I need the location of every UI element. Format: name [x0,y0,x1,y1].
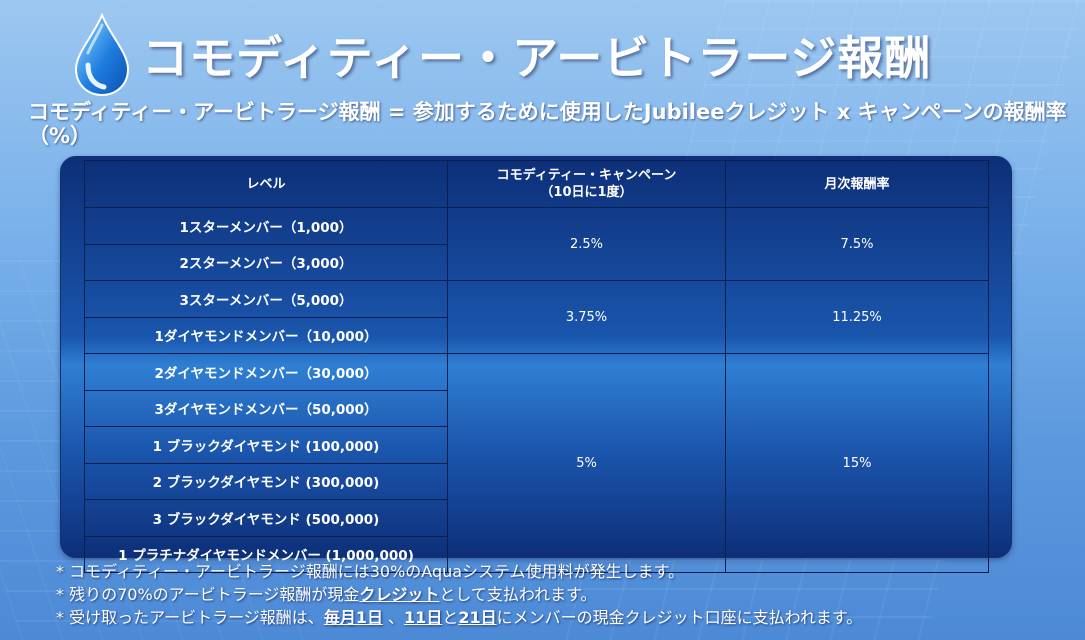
footnote-sep-2: と [442,608,459,627]
footnote-cash-credit-prefix: * 残りの70%のアービトラージ報酬が現金 [56,585,360,604]
footnote-day-21: 21日 [458,608,497,627]
header-campaign: コモディティー・キャンペーン （10日に1度） [447,160,726,208]
monthly-rate-cell: 15% [725,353,989,573]
footnote-payment-suffix: にメンバーの現金クレジット口座に支払われます。 [496,608,863,627]
level-cell: 2 ブラックダイヤモンド (300,000) [84,462,448,500]
reward-formula: コモディティー・アービトラージ報酬 = 参加するために使用したJubileeクレ… [28,100,1067,148]
footnote-payment-prefix: * 受け取ったアービトラージ報酬は、 [56,608,324,627]
footnote-fee: * コモディティー・アービトラージ報酬には30%のAquaシステム使用料が発生し… [56,562,684,581]
footnote-day-11: 11日 [404,608,443,627]
campaign-rate-cell: 3.75% [447,280,726,354]
table-row: 1スターメンバー（1,000） 2.5% 7.5% [84,207,989,281]
table-row: 2ダイヤモンドメンバー（30,000） 5% 15% [84,353,989,573]
level-cell: 1ダイヤモンドメンバー（10,000） [84,316,448,354]
table-row: 2 ブラックダイヤモンド (300,000) [84,462,989,500]
footnote-credit-underlined: クレジット [359,585,440,604]
table-row: 3 ブラックダイヤモンド (500,000) [84,499,989,537]
campaign-rate-cell: 5% [447,353,726,573]
table-header-row: レベル コモディティー・キャンペーン （10日に1度） 月次報酬率 [84,160,989,208]
table-row: 3ダイヤモンドメンバー（50,000） [84,389,989,427]
footnote-cash-credit-suffix: として支払われます。 [439,585,597,604]
header-campaign-line2: （10日に1度） [540,185,633,200]
footnote-payment-days: * 受け取ったアービトラージ報酬は、毎月1日 、11日と21日にメンバーの現金ク… [56,606,1076,629]
header-level: レベル [84,160,448,208]
level-cell: 2ダイヤモンドメンバー（30,000） [84,353,448,391]
level-cell: 2スターメンバー（3,000） [84,243,448,281]
footnote-day-1: 毎月1日 [323,608,383,627]
table-row: 1 プラチナダイヤモンドメンバー (1,000,000) [84,535,989,573]
footnotes: * コモディティー・アービトラージ報酬には30%のAquaシステム使用料が発生し… [56,560,1076,629]
level-cell: 1 プラチナダイヤモンドメンバー (1,000,000) [84,535,448,573]
level-cell: 1スターメンバー（1,000） [84,207,448,245]
water-drop-icon [74,13,130,97]
level-cell: 3スターメンバー（5,000） [84,280,448,318]
header-campaign-line1: コモディティー・キャンペーン [496,168,677,183]
page-title: コモディティー・アービトラージ報酬 [142,31,932,85]
level-cell: 1 ブラックダイヤモンド (100,000) [84,426,448,464]
monthly-rate-cell: 7.5% [725,207,989,281]
footnote-sep-1: 、 [382,608,405,627]
footnote-cash-credit: * 残りの70%のアービトラージ報酬が現金クレジットとして支払われます。 [56,583,1076,606]
header-monthly: 月次報酬率 [725,160,989,208]
table-row: 3スターメンバー（5,000） 3.75% 11.25% [84,280,989,354]
level-cell: 3 ブラックダイヤモンド (500,000) [84,499,448,537]
rewards-table: レベル コモディティー・キャンペーン （10日に1度） 月次報酬率 1スターメン… [84,160,989,573]
page-header: コモディティー・アービトラージ報酬 [72,10,931,100]
monthly-rate-cell: 11.25% [725,280,989,354]
campaign-rate-cell: 2.5% [447,207,726,281]
level-cell: 3ダイヤモンドメンバー（50,000） [84,389,448,427]
